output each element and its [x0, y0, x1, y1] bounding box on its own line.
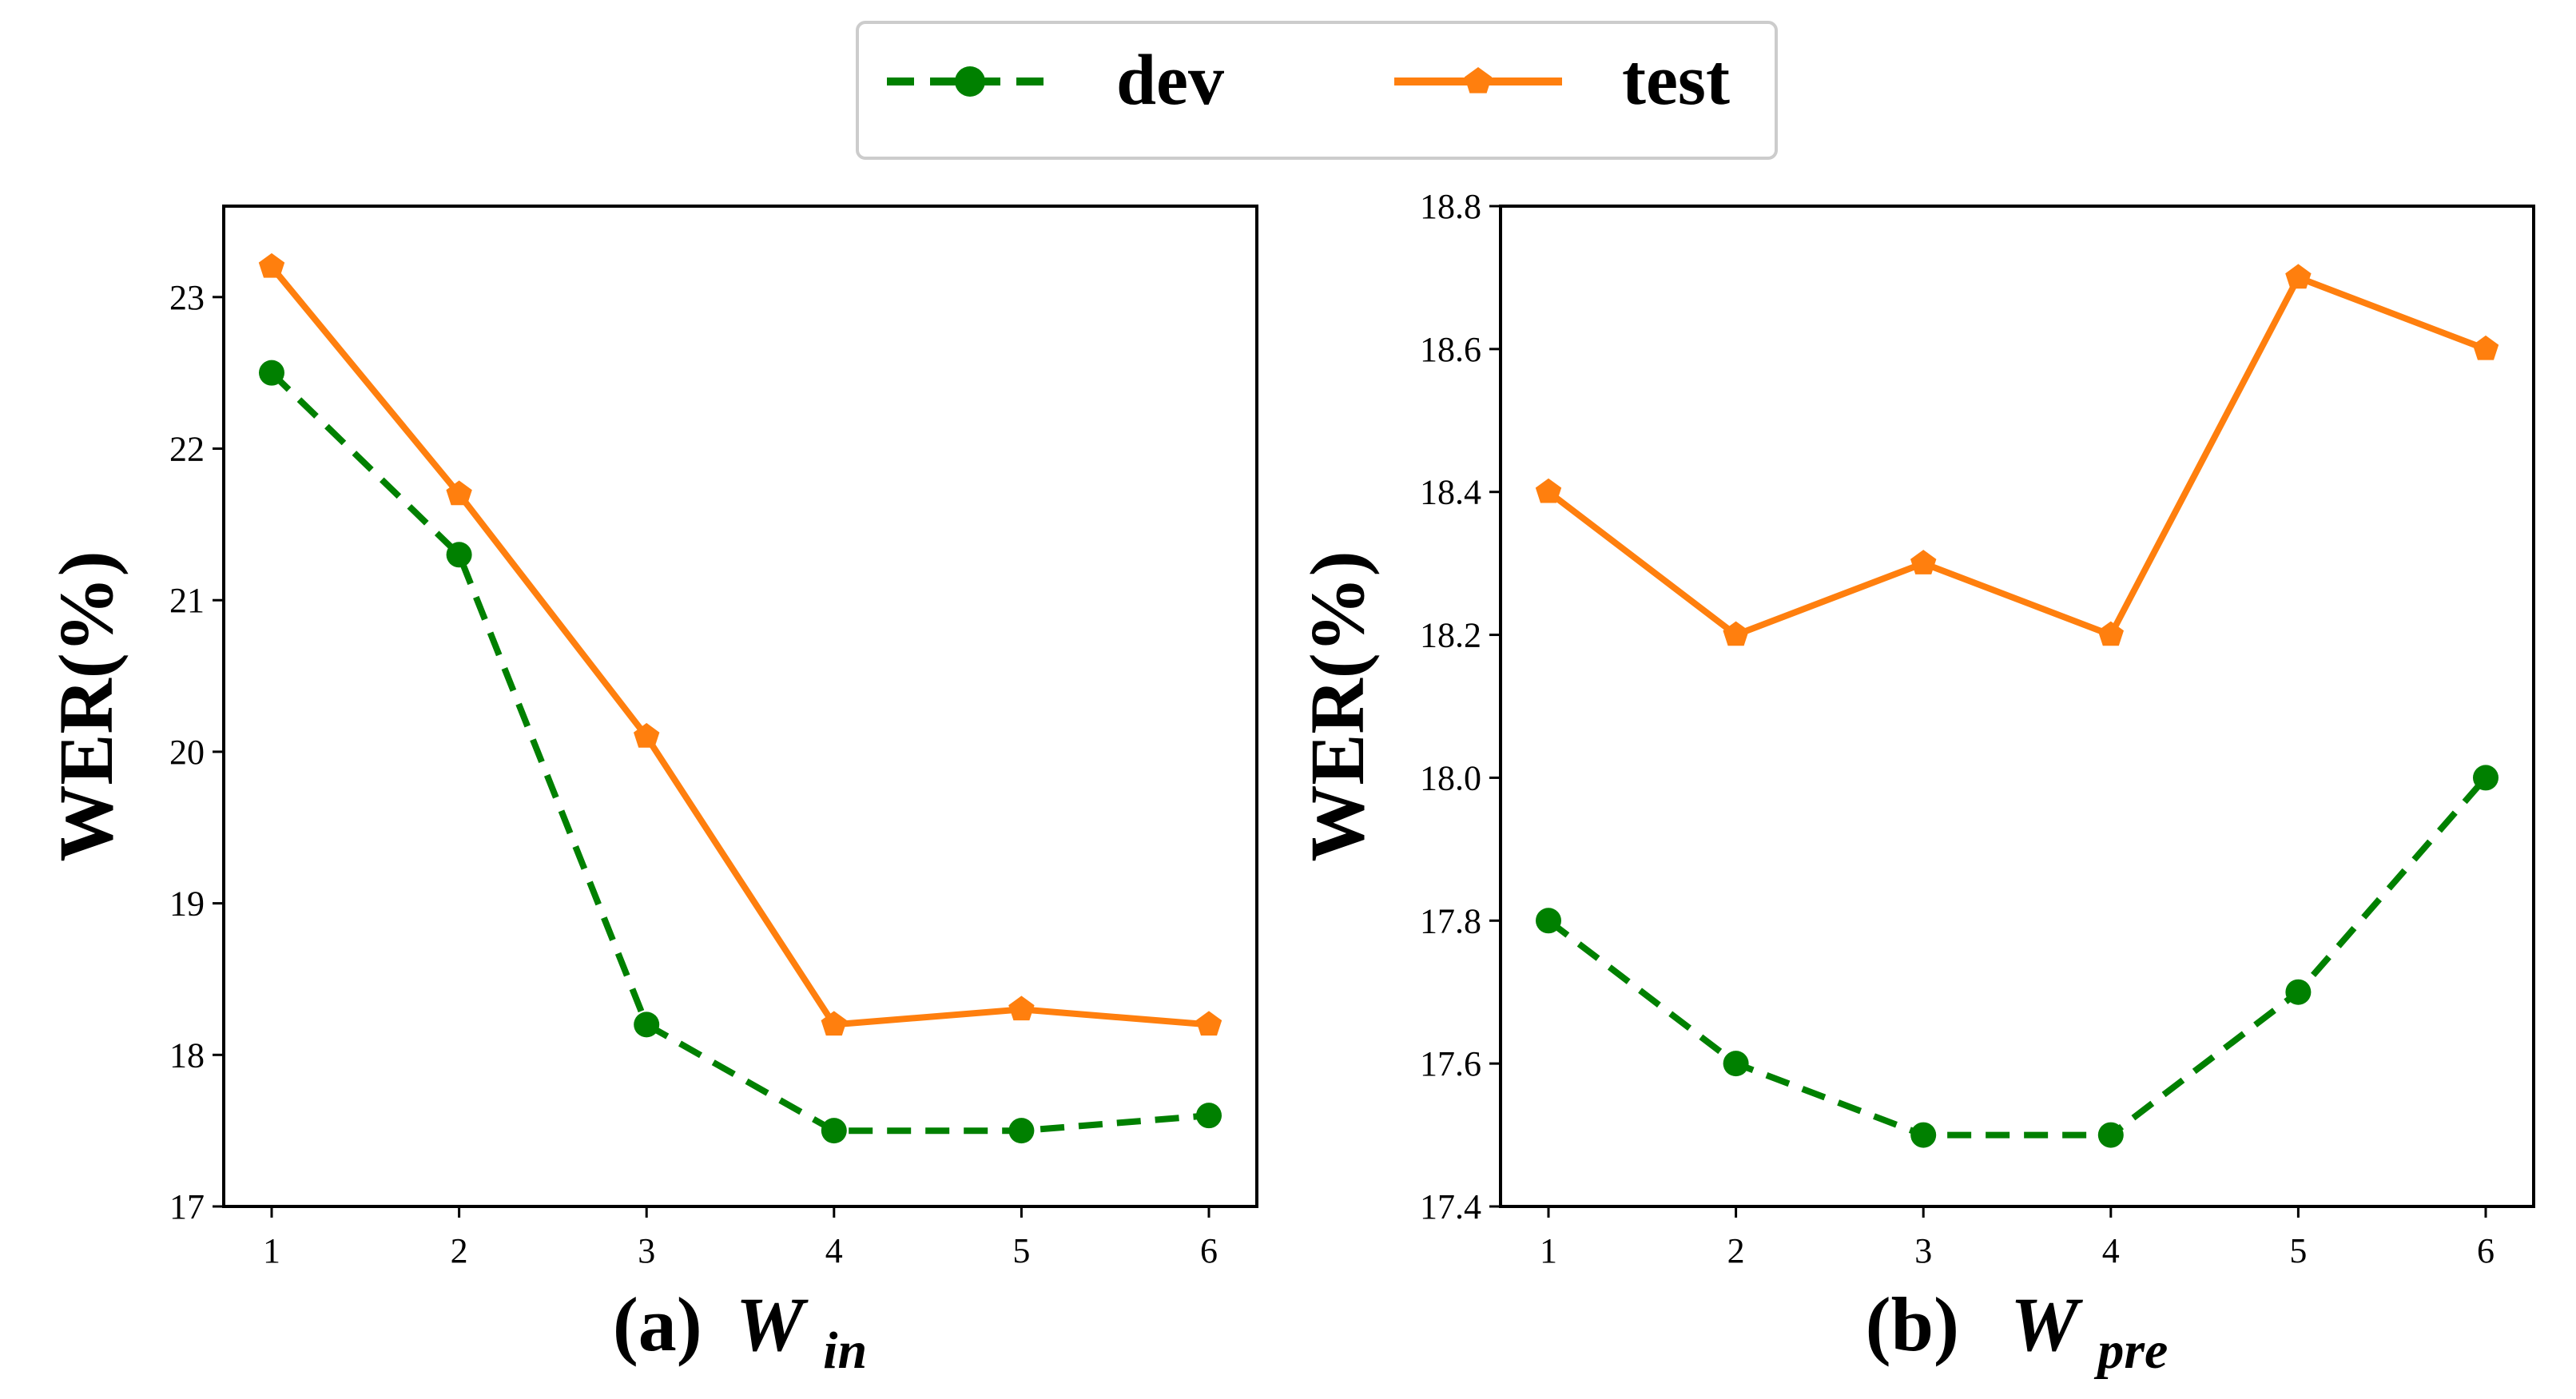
panel-b-dev-point — [1536, 908, 1561, 934]
panel-a-dev-point — [821, 1118, 847, 1144]
legend-test-label: test — [1622, 41, 1730, 120]
panel-a-dev-line — [269, 370, 1210, 1135]
panel-b-test-line — [1546, 274, 2487, 638]
panel-b-xsubscript: pre — [2093, 1321, 2168, 1380]
panel-a-test-point — [1008, 996, 1035, 1021]
panel-a-xtick-label: 6 — [1200, 1231, 1218, 1270]
panel-b-ytick-label: 18.8 — [1420, 187, 1481, 226]
legend-dev-label: dev — [1116, 41, 1224, 120]
legend-test-marker — [1464, 67, 1493, 93]
panel-a-dev-point — [1196, 1103, 1222, 1129]
panel-b-xtick-label: 3 — [1914, 1231, 1932, 1270]
panel-a-xtick-label: 4 — [825, 1231, 843, 1270]
panel-b-ytick-label: 17.6 — [1420, 1044, 1481, 1083]
panel-a-ytick-label: 19 — [169, 884, 205, 924]
panel-b-test-point — [1723, 621, 1749, 646]
panel-b-ytick-label: 18.6 — [1420, 330, 1481, 369]
panel-a-xtick-label: 2 — [451, 1231, 468, 1270]
panel-b-xsymbol: W — [2010, 1282, 2083, 1367]
panel-a-ytick-label: 17 — [169, 1187, 205, 1226]
legend-dev-marker — [955, 66, 985, 97]
panel-b-dev-point — [2097, 1122, 2124, 1148]
panel-a-xtick-label: 1 — [263, 1231, 280, 1270]
panel-a-frame — [222, 205, 1258, 1208]
legend-frame — [856, 21, 1778, 160]
panel-a-dev-point — [634, 1011, 660, 1038]
panel-b-ytick-label: 17.4 — [1420, 1187, 1481, 1226]
panel-b-xtick-label: 5 — [2289, 1231, 2307, 1270]
panel-a-ytick-label: 21 — [169, 581, 205, 620]
panel-b-ytick-label: 18.4 — [1420, 473, 1481, 512]
panel-b-ylabel: WER(%) — [1294, 550, 1380, 861]
panel-a-ytick-label: 23 — [169, 278, 205, 317]
panel-b-ytick-label: 17.8 — [1420, 901, 1481, 940]
panel-a-test-point — [446, 480, 472, 506]
panel-b-ytick-label: 18.2 — [1420, 616, 1481, 655]
panel-b-test-point — [2097, 621, 2124, 646]
panel-b-test-point — [1910, 550, 1937, 574]
panel-b-ytick-label: 18.0 — [1420, 758, 1481, 797]
legend: dev test — [856, 21, 1778, 160]
panel-a-xtick-label: 5 — [1012, 1231, 1030, 1270]
panel-a-test-point — [1195, 1011, 1222, 1036]
panel-a-xsubscript: in — [823, 1321, 867, 1380]
panel-a-ytick-label: 20 — [169, 733, 205, 772]
panel-b-xtick-label: 2 — [1727, 1231, 1745, 1270]
panel-a-dev-point — [446, 542, 472, 568]
panel-a-ytick-label: 22 — [169, 430, 205, 469]
panel-a-test-point — [258, 252, 285, 278]
panel-b-dev-point — [2473, 765, 2498, 791]
panel-b-frame — [1499, 205, 2535, 1208]
panel-a-xtick-label: 3 — [638, 1231, 655, 1270]
panel-b-label: (b) — [1866, 1282, 1959, 1367]
panel-a-test-point — [634, 722, 660, 748]
panel-b-xtick-label: 6 — [2477, 1231, 2495, 1270]
legend-item-dev: dev — [887, 41, 1224, 120]
panel-a-xlabel: (a) W in — [613, 1282, 867, 1380]
panel-b-xlabel: (b) W pre — [1866, 1282, 2169, 1380]
panel-a-xsymbol: W — [736, 1282, 809, 1367]
panel-a-ytick-label: 18 — [169, 1035, 205, 1075]
panel-b-test-point — [2285, 264, 2312, 289]
panel-b-dev-point — [1910, 1122, 1937, 1148]
panel-a-test-line — [268, 264, 1210, 1028]
panel-a-label: (a) — [613, 1282, 702, 1367]
panel-b-test-point — [1535, 478, 1562, 503]
panel-b-dev-point — [1723, 1051, 1749, 1077]
panel-b-dev-line — [1546, 775, 2489, 1139]
panel-a-test-point — [821, 1011, 847, 1036]
panel-b-xtick-label: 4 — [2102, 1231, 2120, 1270]
panel-b-dev-point — [2285, 979, 2312, 1005]
panel-b: 1 2 3 4 5 6 17.4 17.6 17.8 18.0 18.2 18.4 18.6 18.8 W… — [1294, 187, 2535, 1380]
panel-a-dev-point — [259, 360, 284, 386]
panel-a-ylabel: WER(%) — [43, 550, 129, 861]
panel-b-test-point — [2472, 335, 2499, 360]
panel-b-xtick-label: 1 — [1540, 1231, 1557, 1270]
panel-a-dev-point — [1008, 1118, 1035, 1144]
legend-item-test: test — [1394, 41, 1730, 120]
